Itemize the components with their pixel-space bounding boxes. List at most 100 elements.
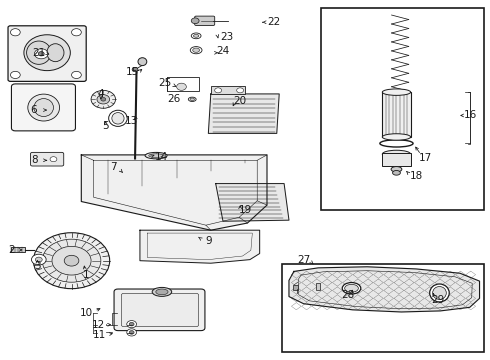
FancyBboxPatch shape xyxy=(30,152,64,166)
Ellipse shape xyxy=(433,287,446,300)
Ellipse shape xyxy=(138,58,147,66)
Text: 24: 24 xyxy=(217,46,230,56)
Ellipse shape xyxy=(190,98,195,100)
Ellipse shape xyxy=(24,35,71,71)
Ellipse shape xyxy=(430,284,449,302)
Circle shape xyxy=(127,329,137,336)
Ellipse shape xyxy=(156,289,168,295)
Circle shape xyxy=(72,71,81,78)
Text: 18: 18 xyxy=(409,171,423,181)
Bar xyxy=(282,264,485,352)
FancyBboxPatch shape xyxy=(8,26,86,81)
FancyBboxPatch shape xyxy=(11,84,75,131)
Text: 19: 19 xyxy=(238,206,252,216)
Ellipse shape xyxy=(145,152,167,159)
Polygon shape xyxy=(289,267,480,312)
Ellipse shape xyxy=(191,33,201,39)
Text: 29: 29 xyxy=(431,295,444,305)
Bar xyxy=(293,285,298,291)
Circle shape xyxy=(176,83,186,90)
Ellipse shape xyxy=(193,48,199,52)
Text: 21: 21 xyxy=(32,48,46,58)
Bar xyxy=(211,86,245,94)
Text: 9: 9 xyxy=(205,236,212,246)
Circle shape xyxy=(42,239,101,282)
Bar xyxy=(316,283,320,291)
Polygon shape xyxy=(208,94,279,134)
Ellipse shape xyxy=(28,94,60,121)
Text: 22: 22 xyxy=(268,17,281,27)
Ellipse shape xyxy=(112,113,124,124)
Ellipse shape xyxy=(382,150,411,158)
Circle shape xyxy=(72,29,81,36)
Ellipse shape xyxy=(191,18,199,24)
Ellipse shape xyxy=(109,110,127,126)
Circle shape xyxy=(10,71,20,78)
Ellipse shape xyxy=(382,134,411,140)
Circle shape xyxy=(33,233,110,289)
FancyBboxPatch shape xyxy=(122,293,198,327)
Text: 3: 3 xyxy=(34,261,41,271)
Polygon shape xyxy=(216,184,289,221)
Circle shape xyxy=(129,322,134,326)
Circle shape xyxy=(237,88,244,93)
Circle shape xyxy=(127,320,137,328)
Circle shape xyxy=(215,88,221,93)
Ellipse shape xyxy=(342,283,361,294)
Text: 11: 11 xyxy=(93,330,106,340)
Text: 20: 20 xyxy=(234,96,246,106)
Text: 13: 13 xyxy=(125,116,138,126)
Bar xyxy=(382,153,411,166)
Ellipse shape xyxy=(392,171,400,175)
Ellipse shape xyxy=(152,287,171,296)
Bar xyxy=(11,247,25,252)
FancyBboxPatch shape xyxy=(195,16,215,26)
Bar xyxy=(321,8,485,211)
Ellipse shape xyxy=(380,140,413,147)
Text: 5: 5 xyxy=(102,121,109,131)
Text: 27: 27 xyxy=(297,255,310,265)
Text: 6: 6 xyxy=(30,105,37,115)
Circle shape xyxy=(97,95,110,104)
Polygon shape xyxy=(81,155,267,230)
Circle shape xyxy=(52,246,91,275)
Circle shape xyxy=(64,255,79,266)
Text: 14: 14 xyxy=(155,152,169,162)
Text: 17: 17 xyxy=(419,153,432,163)
FancyBboxPatch shape xyxy=(114,289,205,330)
Text: 2: 2 xyxy=(9,245,15,255)
Text: 7: 7 xyxy=(110,162,117,172)
Ellipse shape xyxy=(382,89,411,95)
Text: 15: 15 xyxy=(126,67,139,77)
Circle shape xyxy=(31,254,46,265)
Ellipse shape xyxy=(47,44,64,62)
Ellipse shape xyxy=(194,35,199,37)
Circle shape xyxy=(101,98,106,101)
Text: 28: 28 xyxy=(341,291,354,301)
Circle shape xyxy=(38,51,44,56)
Circle shape xyxy=(50,157,57,162)
Text: 8: 8 xyxy=(31,155,38,165)
Text: 16: 16 xyxy=(464,111,477,121)
Circle shape xyxy=(129,330,134,334)
Text: 12: 12 xyxy=(92,320,105,330)
Polygon shape xyxy=(140,230,260,263)
Ellipse shape xyxy=(34,99,53,117)
Text: 4: 4 xyxy=(98,89,104,99)
Circle shape xyxy=(34,49,48,59)
Text: 1: 1 xyxy=(83,270,90,280)
Text: 23: 23 xyxy=(220,32,233,41)
Bar xyxy=(382,92,411,137)
Bar xyxy=(167,77,198,91)
Ellipse shape xyxy=(391,167,402,172)
Circle shape xyxy=(132,67,138,72)
Circle shape xyxy=(10,29,20,36)
Ellipse shape xyxy=(149,154,163,157)
Text: 25: 25 xyxy=(158,78,171,88)
Text: 26: 26 xyxy=(168,94,181,104)
Circle shape xyxy=(91,90,116,108)
Ellipse shape xyxy=(26,41,51,64)
Text: 10: 10 xyxy=(80,308,93,318)
Ellipse shape xyxy=(188,97,196,102)
Ellipse shape xyxy=(190,46,202,54)
